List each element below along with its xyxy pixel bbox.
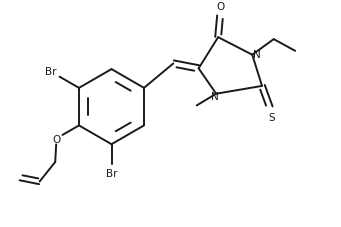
Text: N: N [211,91,219,101]
Text: S: S [268,113,275,123]
Text: N: N [253,49,261,59]
Text: O: O [52,134,60,144]
Text: Br: Br [106,169,117,179]
Text: O: O [216,2,224,12]
Text: Br: Br [45,67,56,77]
